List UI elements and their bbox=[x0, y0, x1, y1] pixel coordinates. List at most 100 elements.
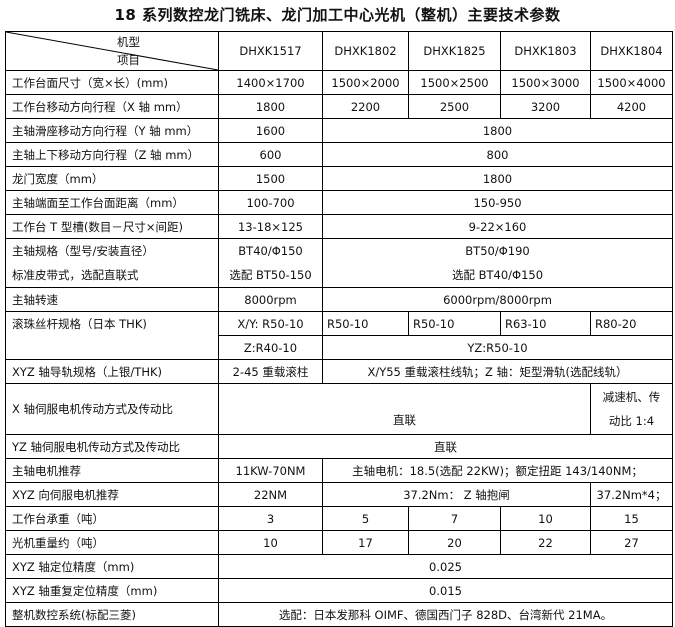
cell-text: 主轴电机：18.5(选配 22KW)；额定扭距 143/140NM； bbox=[352, 463, 643, 478]
value-cell: 10 bbox=[500, 506, 591, 531]
row-label: 龙门宽度（mm） bbox=[5, 166, 219, 191]
cell-text: 17 bbox=[358, 535, 373, 550]
cell-text: 20 bbox=[447, 535, 462, 550]
row-label-text: 光机重量约（吨） bbox=[12, 535, 104, 550]
table-row: XYZ 轴导轨规格（上银/THK) 2-45 重载滚柱 X/Y55 重载滚柱线轨；Z… bbox=[5, 359, 673, 384]
cell-text: BT50/Φ190 bbox=[465, 244, 530, 258]
cell-text: 2500 bbox=[439, 99, 470, 114]
model-header: DHXK1517 bbox=[218, 31, 323, 71]
value-cell: 2200 bbox=[322, 94, 409, 119]
cell-text: 1500×2500 bbox=[420, 75, 489, 90]
model-header: DHXK1803 bbox=[500, 31, 591, 71]
row-label-text: 主轴转速 bbox=[12, 292, 58, 307]
cell-text: 13-18×125 bbox=[237, 219, 303, 234]
cell-text: 8000rpm bbox=[244, 292, 297, 307]
cell-text: 600 bbox=[259, 147, 282, 162]
model-header: DHXK1802 bbox=[322, 31, 409, 71]
row-label: 主轴上下移动方向行程（Z 轴 mm） bbox=[5, 142, 219, 167]
cell-text: R50-10 bbox=[327, 316, 369, 331]
value-cell: 直联 bbox=[218, 383, 591, 435]
table-row: 滚珠丝杆规格（日本 THK) X/Y: R50-10 R50-10 R50-10 R63… bbox=[5, 311, 673, 360]
value-cell: 11KW-70NM bbox=[218, 458, 323, 483]
model-header: DHXK1804 bbox=[590, 31, 673, 71]
value-cell: 1400×1700 bbox=[218, 70, 323, 95]
cell-text: 直联 bbox=[393, 413, 416, 427]
cell-text: BT40/Φ150 bbox=[238, 244, 303, 258]
table-row: 工作台承重（吨） 3 5 7 10 15 bbox=[5, 506, 673, 531]
row-label-text: 主轴端面至工作台面距离（mm） bbox=[12, 195, 184, 210]
cell-text: 1800 bbox=[482, 123, 513, 138]
value-cell: 1800 bbox=[322, 118, 673, 143]
cell-text: 27 bbox=[624, 535, 639, 550]
table-row: 主轴端面至工作台面距离（mm） 100-700 150-950 bbox=[5, 190, 673, 215]
row-label: 主轴滑座移动方向行程（Y 轴 mm） bbox=[5, 118, 219, 143]
cell-text: YZ:R50-10 bbox=[467, 340, 528, 355]
cell-text: R63-10 bbox=[505, 316, 547, 331]
value-cell: 22NM bbox=[218, 482, 323, 507]
cell-text: 选配 BT40/Φ150 bbox=[451, 268, 544, 282]
table-row: XYZ 轴定位精度（mm) 0.025 bbox=[5, 554, 673, 579]
row-label-text: 主轴电机推荐 bbox=[12, 463, 81, 478]
cell-text: 1800 bbox=[482, 171, 513, 186]
cell-text: 150-950 bbox=[473, 195, 522, 210]
table-row: 龙门宽度（mm） 1500 1800 bbox=[5, 166, 673, 191]
row-label: X 轴伺服电机传动方式及传动比 bbox=[5, 383, 219, 435]
value-cell: 1500 bbox=[218, 166, 323, 191]
value-cell: 1800 bbox=[218, 94, 323, 119]
corner-item-label: 项目 bbox=[117, 53, 140, 67]
page-title: 18 系列数控龙门铣床、龙门加工中心光机（整机）主要技术参数 bbox=[114, 6, 561, 24]
header-row: 机型 项目 DHXK1517 DHXK1802 DHXK1825 DHXK180… bbox=[5, 31, 673, 71]
cell-text: 1500×3000 bbox=[511, 75, 580, 90]
cell-text: 9-22×160 bbox=[468, 219, 527, 234]
corner-header-cell: 机型 项目 bbox=[5, 31, 219, 71]
value-cell: 17 bbox=[322, 530, 409, 555]
table-row: Z:R40-10 YZ:R50-10 bbox=[6, 335, 673, 360]
value-cell: Z:R40-10 bbox=[218, 335, 323, 360]
cell-text: 2-45 重载滚柱 bbox=[232, 364, 309, 379]
row-label-text: 龙门宽度（mm） bbox=[12, 171, 104, 186]
cell-text: 7 bbox=[450, 511, 459, 526]
value-cell: R63-10 bbox=[500, 311, 591, 336]
value-cell: 100-700 bbox=[218, 190, 323, 215]
value-cell: 9-22×160 bbox=[322, 214, 673, 239]
value-cell: 7 bbox=[408, 506, 501, 531]
value-cell: 8000rpm bbox=[218, 287, 323, 312]
spec-table: 机型 项目 DHXK1517 DHXK1802 DHXK1825 DHXK180… bbox=[5, 31, 673, 627]
diagonal-divider bbox=[6, 32, 218, 70]
row-label: 主轴端面至工作台面距离（mm） bbox=[5, 190, 219, 215]
value-cell: 4200 bbox=[590, 94, 673, 119]
value-cell: X/Y55 重载滚柱线轨；Z 轴：矩型滑轨(选配线轨） bbox=[322, 359, 673, 384]
cell-text: 1800 bbox=[255, 99, 286, 114]
table-row: XYZ 向伺服电机推荐 22NM 37.2Nm： Z 轴抱闸 37.2Nm*4； bbox=[5, 482, 673, 507]
value-cell: 22 bbox=[500, 530, 591, 555]
value-cell: 13-18×125 bbox=[218, 214, 323, 239]
row-label: 滚珠丝杆规格（日本 THK) bbox=[5, 311, 219, 360]
table-row: YZ 轴伺服电机传动方式及传动比 直联 bbox=[5, 434, 673, 459]
row-label: 工作台 T 型槽(数目－尺寸×间距) bbox=[5, 214, 219, 239]
table-row: 工作台移动方向行程（X 轴 mm） 1800 2200 2500 3200 4200 bbox=[5, 94, 673, 119]
value-cell: R50-10 bbox=[408, 311, 501, 336]
value-cell: 选配：日本发那科 OIMF、德国西门子 828D、台湾新代 21MA。 bbox=[218, 602, 673, 627]
row-label-text: 主轴规格（型号/安装直径） bbox=[12, 244, 154, 258]
value-cell: 0.025 bbox=[218, 554, 673, 579]
cell-text: 3 bbox=[266, 511, 275, 526]
table-row: 工作台面尺寸（宽×长）(mm) 1400×1700 1500×2000 1500×25… bbox=[5, 70, 673, 95]
cell-text: R50-10 bbox=[413, 316, 455, 331]
value-cell: 2500 bbox=[408, 94, 501, 119]
value-cell: 10 bbox=[218, 530, 323, 555]
cell-text: 3200 bbox=[530, 99, 561, 114]
cell-text: R80-20 bbox=[595, 316, 637, 331]
table-row: 主轴电机推荐 11KW-70NM 主轴电机：18.5(选配 22KW)；额定扭距 1… bbox=[5, 458, 673, 483]
row-label-text: 工作台承重（吨） bbox=[12, 511, 104, 526]
value-cell: 15 bbox=[590, 506, 673, 531]
value-cell: 1500×4000 bbox=[590, 70, 673, 95]
row-label: 工作台面尺寸（宽×长）(mm) bbox=[5, 70, 219, 95]
row-label: XYZ 轴定位精度（mm) bbox=[5, 554, 219, 579]
value-cell: 0.015 bbox=[218, 578, 673, 603]
cell-text: 2200 bbox=[350, 99, 381, 114]
value-cell: 800 bbox=[322, 142, 673, 167]
value-cell: 37.2Nm： Z 轴抱闸 bbox=[322, 482, 591, 507]
cell-text: 0.025 bbox=[429, 559, 462, 574]
row-label: 整机数控系统(标配三菱) bbox=[5, 602, 219, 627]
table-row: XYZ 轴重复定位精度（mm) 0.015 bbox=[5, 578, 673, 603]
